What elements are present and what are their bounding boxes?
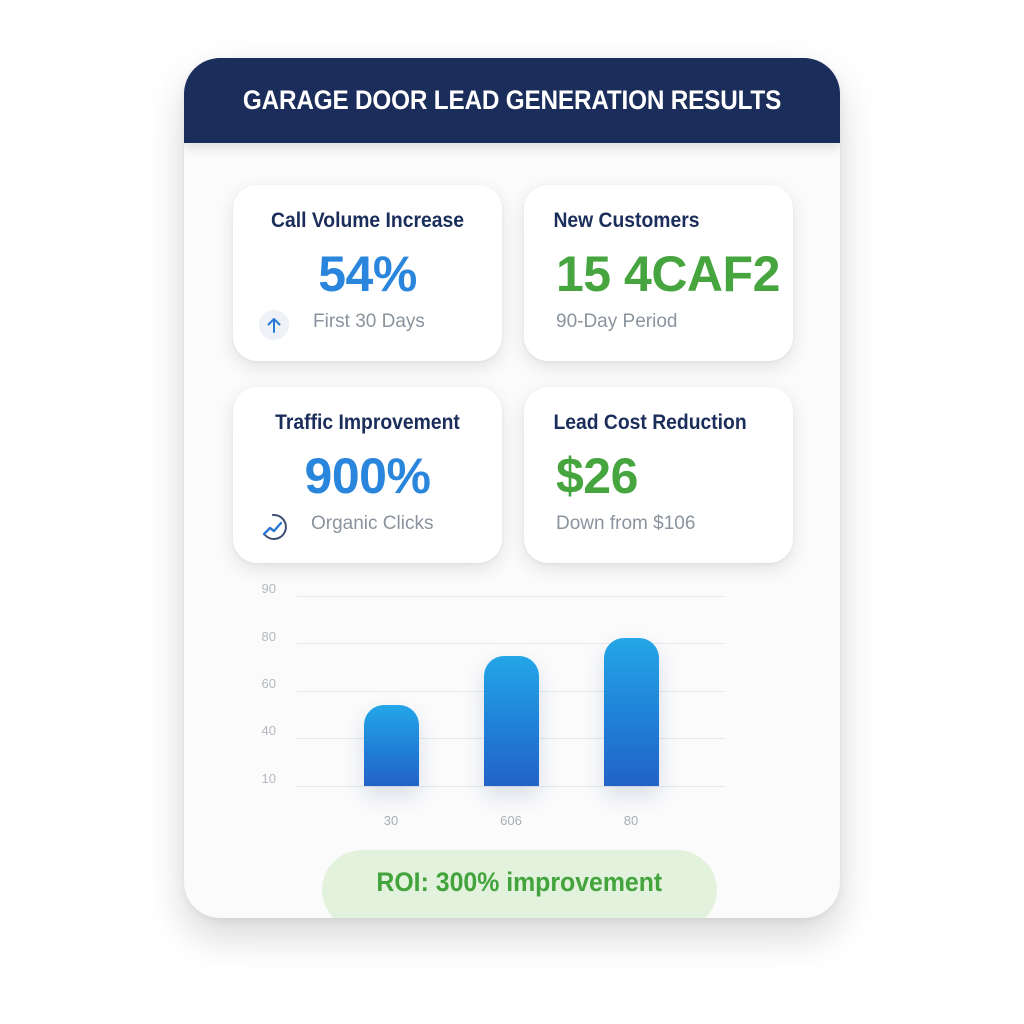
x-tick-label: 606 — [500, 813, 522, 828]
bar-30 — [364, 705, 419, 786]
y-tick-label: 10 — [261, 771, 276, 786]
metric-value: 54% — [318, 246, 417, 302]
metric-card-new-customers: New Customers 15 4CAF2 90-Day Period — [524, 185, 793, 361]
gridline — [297, 643, 725, 644]
metric-card-call-volume: Call Volume Increase 54% First 30 Days — [233, 185, 502, 361]
metric-title: New Customers — [553, 209, 700, 232]
metric-title: Lead Cost Reduction — [553, 411, 747, 434]
header-bar: GARAGE DOOR LEAD GENERATION RESULTS — [184, 58, 840, 143]
y-tick-label: 80 — [261, 629, 276, 644]
trend-line-icon — [259, 510, 293, 544]
bar-80 — [604, 638, 659, 786]
results-panel: GARAGE DOOR LEAD GENERATION RESULTS Call… — [184, 58, 840, 918]
metric-value: 15 4CAF2 — [556, 246, 780, 302]
metric-card-lead-cost: Lead Cost Reduction $26 Down from $106 — [524, 387, 793, 563]
metric-value: $26 — [556, 448, 638, 504]
metric-subtitle: First 30 Days — [313, 311, 425, 332]
roi-badge: ROI: 300% improvement — [322, 850, 717, 918]
metric-subtitle: 90-Day Period — [556, 311, 678, 332]
gridline — [297, 596, 725, 597]
metric-subtitle: Down from $106 — [556, 513, 696, 534]
x-tick-label: 80 — [623, 813, 639, 828]
metric-title: Call Volume Increase — [271, 209, 464, 232]
metric-value: 900% — [304, 448, 431, 504]
bar-606 — [484, 656, 539, 786]
page-title: GARAGE DOOR LEAD GENERATION RESULTS — [242, 85, 782, 115]
bar-chart: 90 80 60 40 10 30 606 80 — [184, 58, 840, 918]
y-tick-label: 60 — [261, 676, 276, 691]
y-tick-label: 90 — [261, 581, 276, 596]
x-tick-label: 30 — [383, 813, 399, 828]
y-tick-label: 40 — [261, 723, 276, 738]
gridline — [297, 786, 725, 787]
metric-card-traffic: Traffic Improvement 900% Organic Clicks — [233, 387, 502, 563]
metric-subtitle: Organic Clicks — [311, 513, 434, 534]
arrow-up-icon — [259, 310, 289, 340]
metric-title: Traffic Improvement — [275, 411, 460, 434]
roi-label: ROI: 300% improvement — [376, 867, 663, 897]
